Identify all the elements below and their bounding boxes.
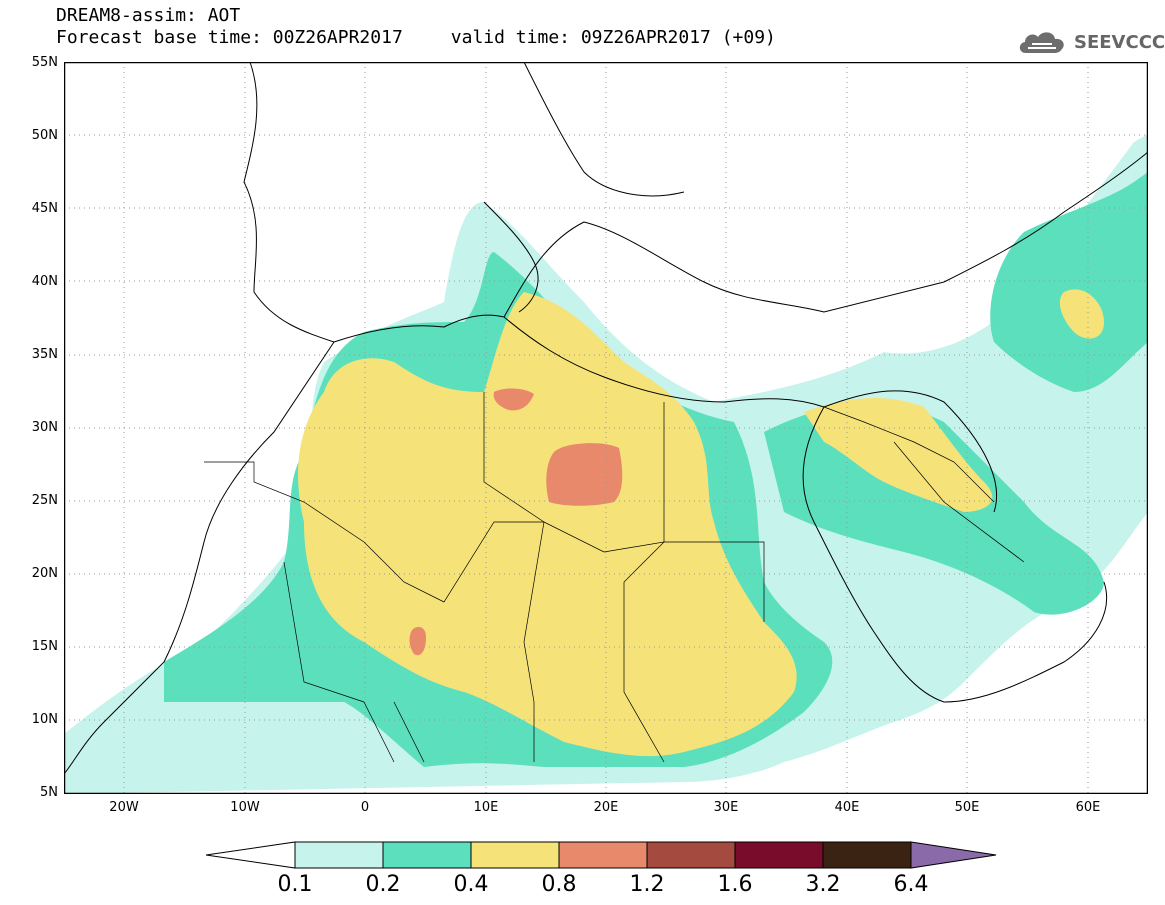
aot-map [64, 62, 1148, 794]
lat-label: 15N [31, 639, 58, 654]
seevccc-logo: SEEVCCC [1016, 22, 1165, 62]
lat-label: 25N [31, 493, 58, 508]
base-time: Forecast base time: 00Z26APR2017 [56, 27, 403, 48]
lon-label: 20W [109, 800, 139, 815]
lat-label: 20N [31, 566, 58, 581]
lon-label: 30E [713, 800, 739, 815]
lat-label: 5N [40, 785, 58, 800]
aot-level-0.4-ne [1059, 289, 1104, 339]
lon-label: 50E [954, 800, 980, 815]
lat-label: 35N [31, 347, 58, 362]
map-border [64, 62, 1148, 794]
colorbar-swatch [558, 841, 648, 869]
lat-label: 40N [31, 274, 58, 289]
colorbar-label: 6.4 [893, 872, 929, 897]
time-info: Forecast base time: 00Z26APR2017 valid ti… [56, 28, 776, 48]
colorbar-swatch [470, 841, 560, 869]
aot-level-0.8 [546, 443, 623, 506]
colorbar-label: 1.2 [629, 872, 665, 897]
colorbar-swatch-high [910, 841, 997, 869]
colorbar-label: 0.4 [453, 872, 489, 897]
colorbar-swatch-low [206, 841, 296, 869]
aot-level-0.2-ne [990, 172, 1148, 392]
colorbar-label: 3.2 [805, 872, 841, 897]
lon-label: 60E [1075, 800, 1101, 815]
aot-field [64, 134, 1148, 794]
lon-label: 10W [230, 800, 260, 815]
borders [204, 392, 1025, 763]
colorbar [206, 841, 997, 869]
colorbar-label: 0.2 [365, 872, 401, 897]
lon-label: 0 [360, 800, 370, 815]
valid-time: valid time: 09Z26APR2017 (+09) [450, 27, 776, 48]
lat-label: 45N [31, 201, 58, 216]
colorbar-label: 1.6 [717, 872, 753, 897]
cloud-icon [1019, 32, 1064, 53]
colorbar-label: 0.8 [541, 872, 577, 897]
coastlines [64, 62, 1148, 775]
colorbar-swatch [646, 841, 736, 869]
lon-label: 10E [473, 800, 499, 815]
colorbar-swatch [734, 841, 824, 869]
lat-label: 55N [31, 55, 58, 70]
map-title: DREAM8-assim: AOT [56, 5, 241, 26]
lat-label: 30N [31, 420, 58, 435]
colorbar-swatch [294, 841, 384, 869]
colorbar-swatch [382, 841, 472, 869]
colorbar-swatch [822, 841, 912, 869]
colorbar-label: 0.1 [277, 872, 313, 897]
lon-label: 20E [593, 800, 619, 815]
aot-level-0.8-c [409, 626, 426, 656]
logo-text: SEEVCCC [1074, 31, 1165, 53]
aot-level-0.8-b [493, 388, 534, 411]
lat-label: 10N [31, 712, 58, 727]
aot-level-0.4-east [804, 397, 993, 512]
lat-label: 50N [31, 128, 58, 143]
lon-label: 40E [834, 800, 860, 815]
